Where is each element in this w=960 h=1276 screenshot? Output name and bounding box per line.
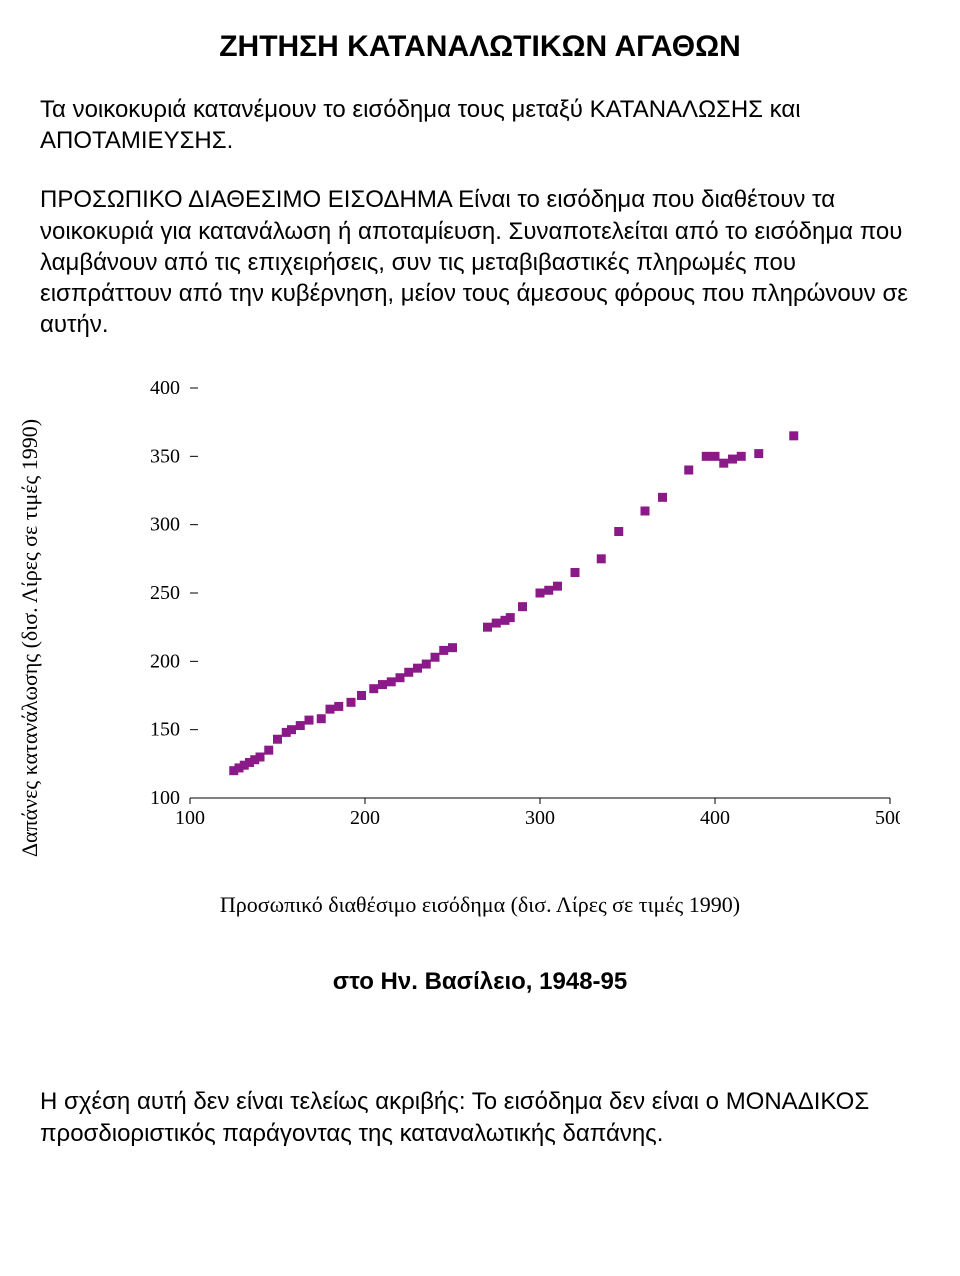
scatter-chart: Δαπάνες κατανάλωσης (δισ. Λίρες σε τιμές… — [40, 368, 920, 908]
svg-text:200: 200 — [150, 651, 180, 673]
y-axis-label: Δαπάνες κατανάλωσης (δισ. Λίρες σε τιμές… — [17, 419, 43, 857]
svg-text:400: 400 — [700, 807, 730, 829]
scatter-plot-svg: 100 150 200 250 300 350 400 100 200 300 400 500 — [130, 378, 900, 838]
footer-paragraph: Η σχέση αυτή δεν είναι τελείως ακριβής: … — [40, 1086, 920, 1148]
x-axis-label: Προσωπικό διαθέσιμο εισόδημα (δισ. Λίρες… — [220, 892, 740, 918]
svg-text:300: 300 — [150, 514, 180, 536]
svg-text:150: 150 — [150, 719, 180, 741]
svg-text:200: 200 — [350, 807, 380, 829]
svg-text:100: 100 — [175, 807, 205, 829]
svg-text:100: 100 — [150, 787, 180, 809]
svg-text:300: 300 — [525, 807, 555, 829]
page-title: ΖΗΤΗΣΗ ΚΑΤΑΝΑΛΩΤΙΚΩΝ ΑΓΑΘΩΝ — [40, 30, 920, 64]
svg-text:250: 250 — [150, 582, 180, 604]
svg-text:400: 400 — [150, 378, 180, 399]
svg-text:500: 500 — [875, 807, 900, 829]
intro-paragraph-2: ΠΡΟΣΩΠΙΚΟ ΔΙΑΘΕΣΙΜΟ ΕΙΣΟΔΗΜΑ Είναι το ει… — [40, 184, 920, 340]
chart-subcaption: στο Ην. Βασίλειο, 1948-95 — [40, 968, 920, 996]
svg-text:350: 350 — [150, 446, 180, 468]
intro-paragraph-1: Τα νοικοκυριά κατανέμουν το εισόδημα του… — [40, 94, 920, 156]
